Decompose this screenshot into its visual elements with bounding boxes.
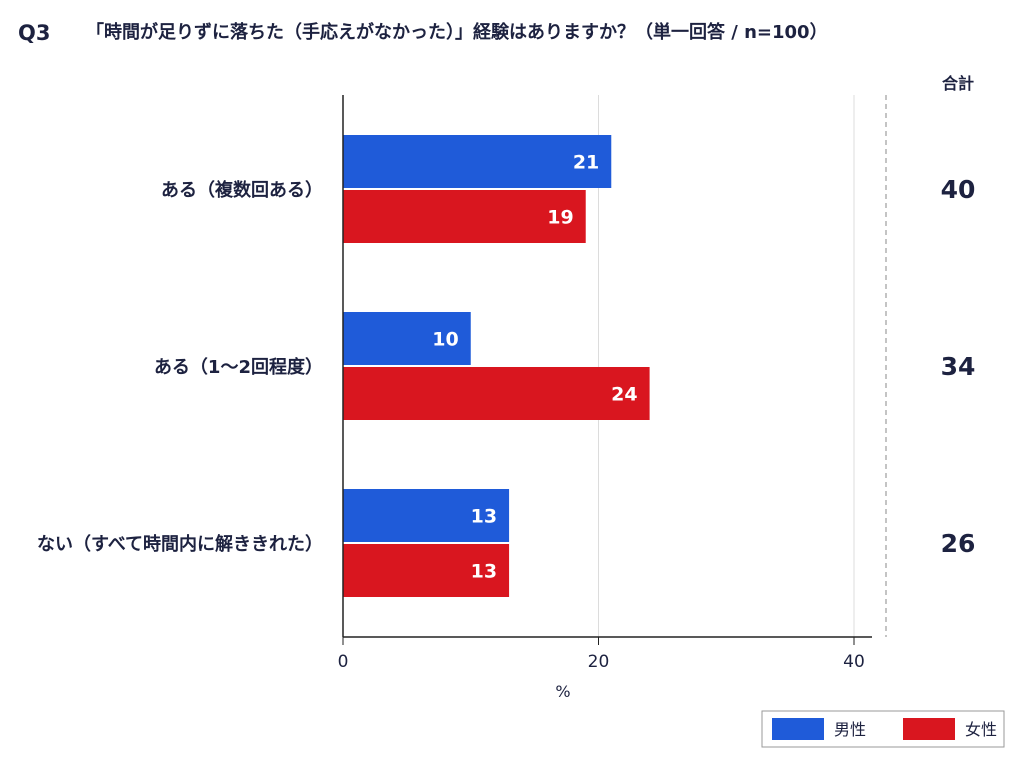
data-label: 21 <box>573 152 599 174</box>
x-axis-label: % <box>555 682 570 701</box>
tick-label: 20 <box>588 652 610 672</box>
data-label: 24 <box>611 384 637 406</box>
totals-header: 合計 <box>942 74 974 93</box>
tick-label: 40 <box>843 652 865 672</box>
question-text: 「時間が足りずに落ちた（手応えがなかった）」経験はありますか？（単一回答 / n… <box>86 21 828 43</box>
total-value: 40 <box>941 175 976 204</box>
x-axis: 0 20 40% <box>338 95 872 701</box>
bar <box>343 367 650 420</box>
total-value: 26 <box>941 529 976 558</box>
legend-label: 男性 <box>834 720 866 739</box>
category-label: ない（すべて時間内に解ききれた） <box>37 533 323 555</box>
data-label: 19 <box>547 207 573 229</box>
category-label: ある（1〜2回程度） <box>154 356 323 378</box>
legend-swatch <box>772 718 824 740</box>
legend-swatch <box>903 718 955 740</box>
gridlines <box>598 95 855 637</box>
totals-column: 40 34 26 <box>941 175 976 558</box>
category-label: ある（複数回ある） <box>161 179 323 201</box>
tick-label: 0 <box>338 652 349 672</box>
legend-label: 女性 <box>965 720 997 739</box>
legend: 男性 女性 <box>761 710 1005 748</box>
data-label: 13 <box>471 561 497 583</box>
bar <box>343 312 471 365</box>
bar <box>343 544 510 597</box>
bar <box>343 190 586 243</box>
data-label: 10 <box>432 329 458 351</box>
category-labels: ある（複数回ある） ある（1〜2回程度） ない（すべて時間内に解ききれた） <box>37 179 323 555</box>
data-label: 13 <box>471 506 497 528</box>
bar <box>343 489 510 542</box>
bars: 21 19 10 24 13 13 <box>343 135 650 597</box>
question-number: Q3 <box>18 21 50 45</box>
total-value: 34 <box>941 352 976 381</box>
bar <box>343 135 612 188</box>
